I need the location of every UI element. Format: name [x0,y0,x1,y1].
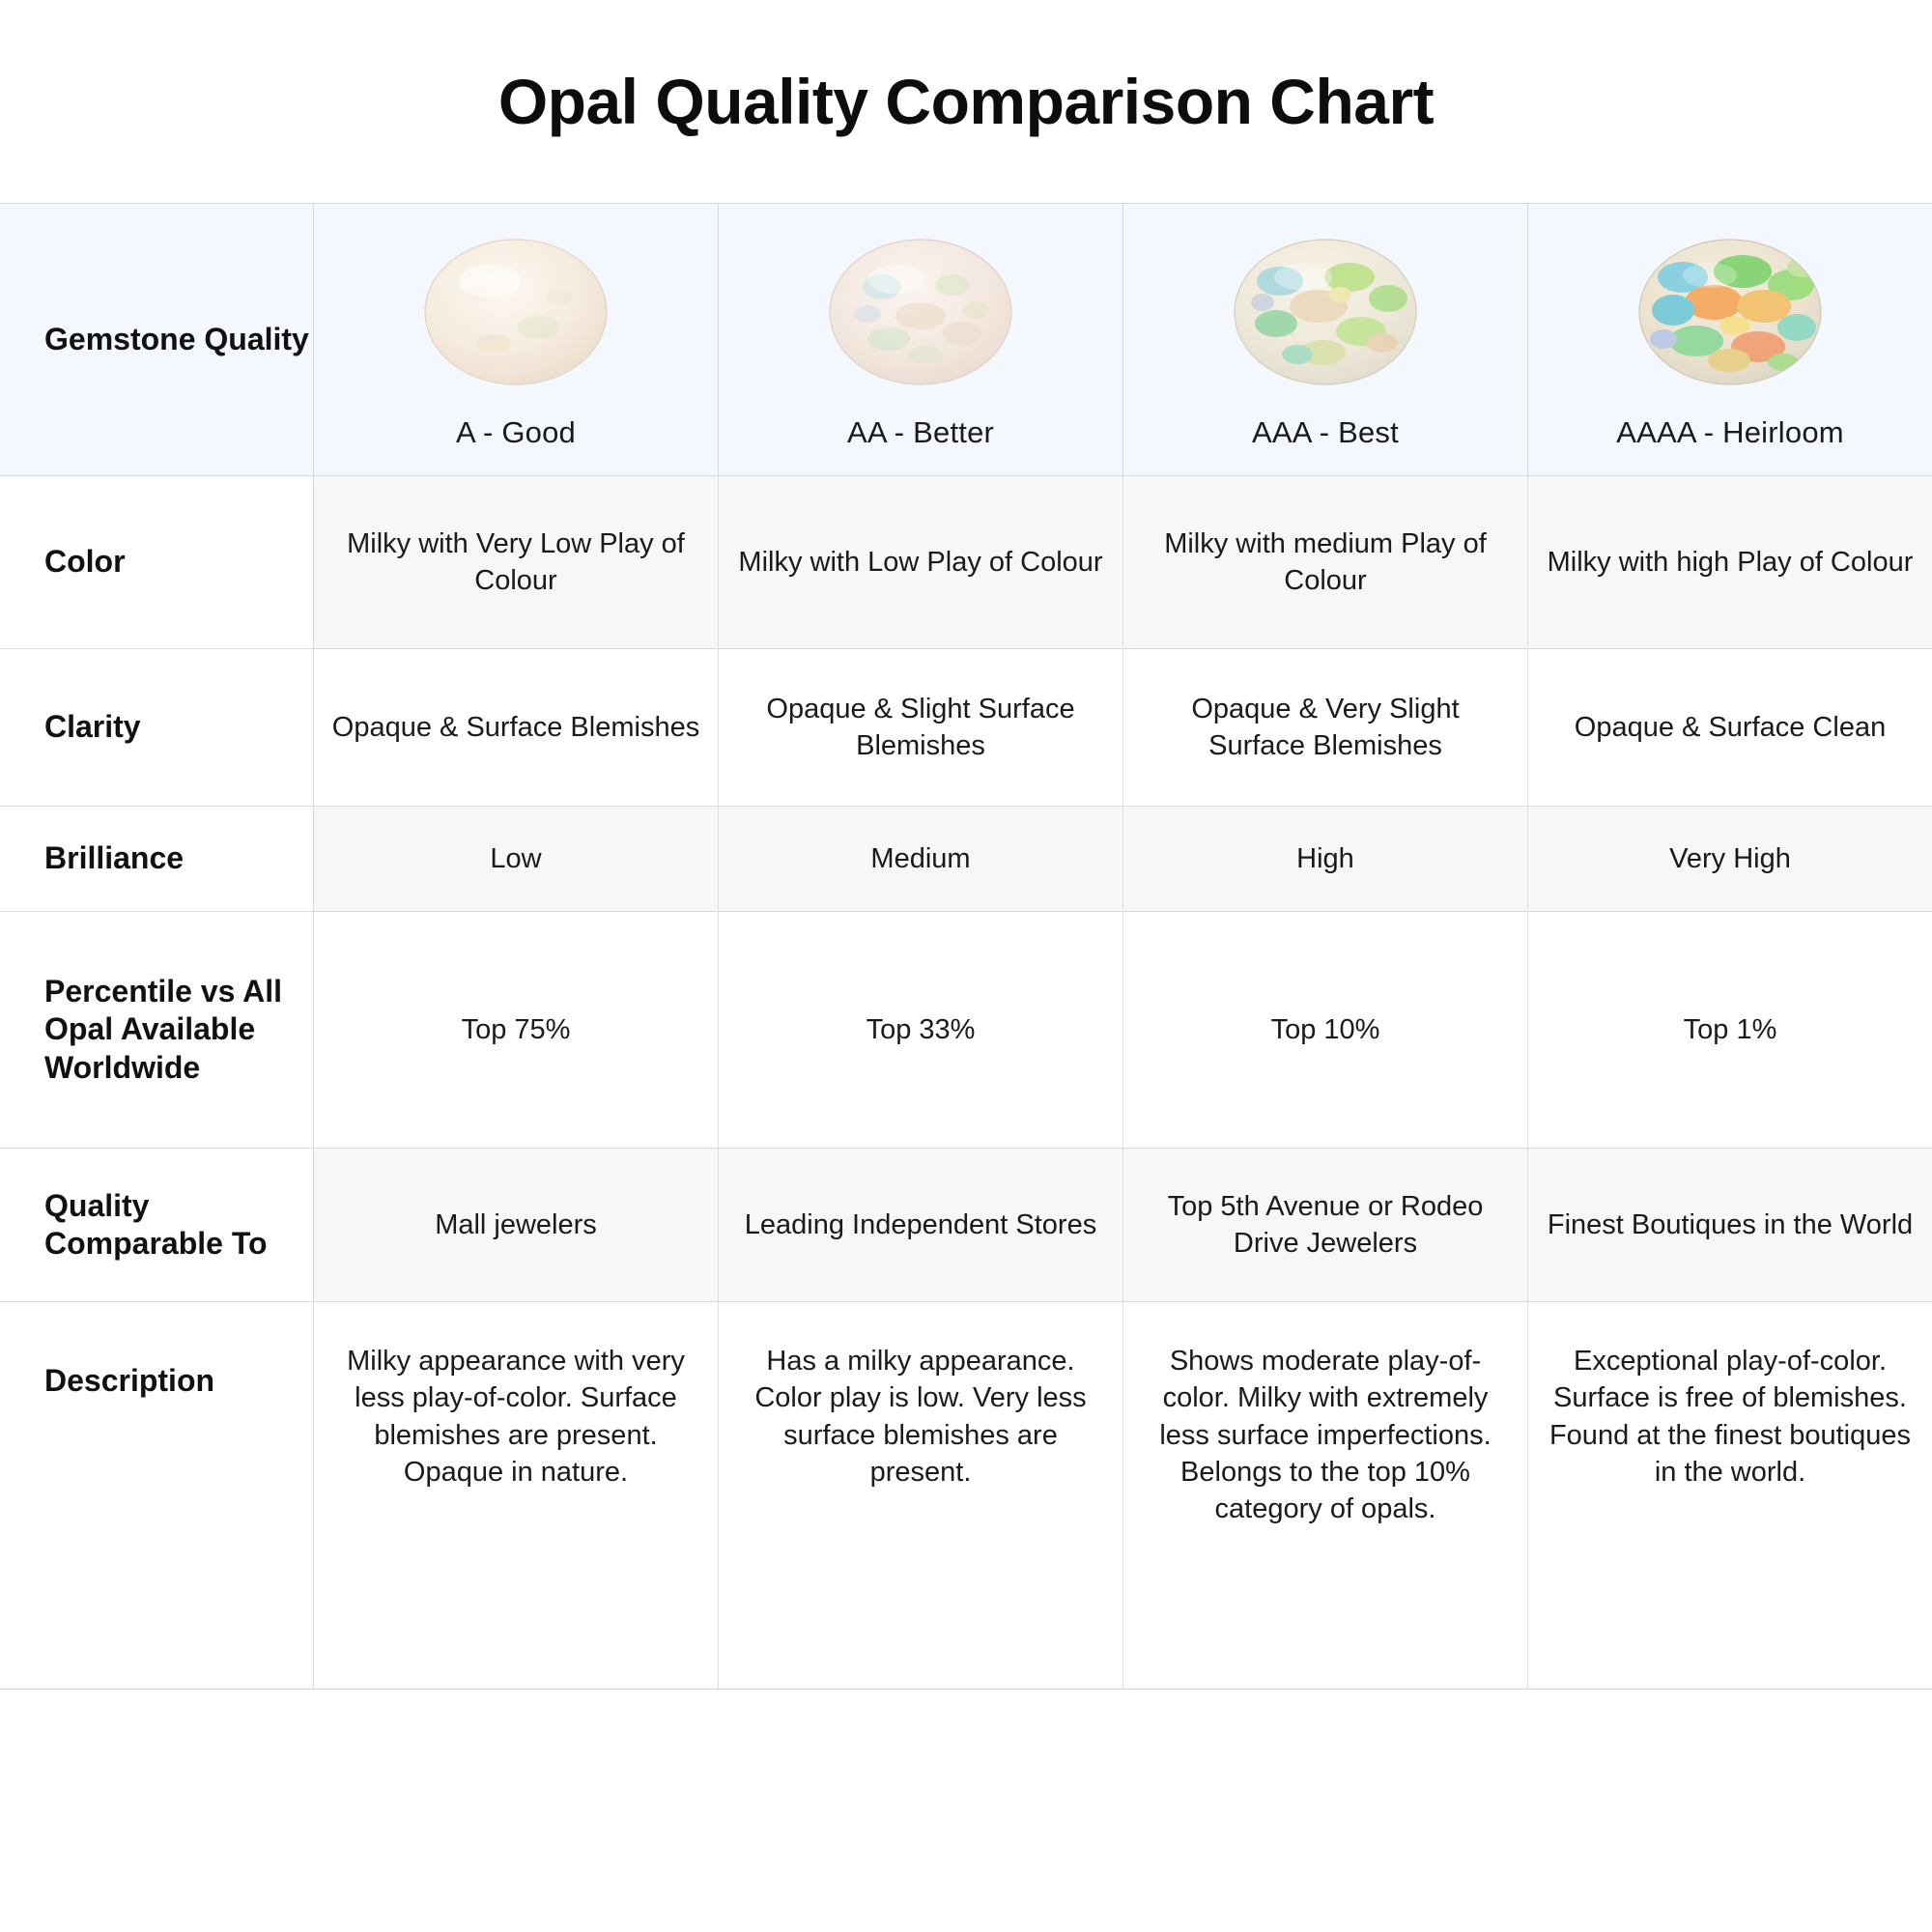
color-cell-aaa: Milky with medium Play of Colour [1123,476,1528,649]
percentile-cell-a: Top 75% [314,912,719,1149]
opal-gem-aaaa-svg [1638,239,1822,385]
opal-gem-aaa-svg [1234,239,1417,385]
grade-label-aa: AA - Better [846,415,995,449]
comparable-cell-aaa: Top 5th Avenue or Rodeo Drive Jewelers [1123,1149,1528,1302]
color-cell-aaaa: Milky with high Play of Colour [1528,476,1932,649]
brilliance-cell-a: Low [314,807,719,912]
percentile-cell-aa: Top 33% [719,912,1123,1149]
gemstone-cell-a: A - Good [314,204,719,476]
grade-label-aaa: AAA - Best [1252,415,1399,449]
clarity-cell-aaa: Opaque & Very Slight Surface Blemishes [1123,649,1528,807]
comparable-cell-aa: Leading Independent Stores [719,1149,1123,1302]
opal-gem-aa-icon [732,231,1109,393]
clarity-cell-aaaa: Opaque & Surface Clean [1528,649,1932,807]
brilliance-cell-aaa: High [1123,807,1528,912]
row-label-clarity: Clarity [0,649,314,807]
row-label-color: Color [0,476,314,649]
grade-label-aaaa: AAAA - Heirloom [1616,415,1844,449]
opal-gem-a-svg [424,239,608,385]
title-area: Opal Quality Comparison Chart [0,0,1932,203]
percentile-cell-aaa: Top 10% [1123,912,1528,1149]
brilliance-cell-aaaa: Very High [1528,807,1932,912]
gemstone-cell-aa: AA - Better [719,204,1123,476]
description-cell-aaa: Shows moderate play-of-color. Milky with… [1123,1302,1528,1690]
description-cell-aa: Has a milky appearance. Color play is lo… [719,1302,1123,1690]
clarity-cell-a: Opaque & Surface Blemishes [314,649,719,807]
table-row-quality-comparable-to: Quality Comparable To Mall jewelers Lead… [0,1149,1932,1303]
page-title: Opal Quality Comparison Chart [497,65,1435,137]
row-label-brilliance: Brilliance [0,807,314,912]
percentile-cell-aaaa: Top 1% [1528,912,1932,1149]
table-row-percentile: Percentile vs All Opal Available Worldwi… [0,912,1932,1150]
color-cell-a: Milky with Very Low Play of Colour [314,476,719,649]
table-row-description: Description Milky appearance with very l… [0,1302,1932,1690]
color-cell-aa: Milky with Low Play of Colour [719,476,1123,649]
table-row-clarity: Clarity Opaque & Surface Blemishes Opaqu… [0,649,1932,808]
table-row-color: Color Milky with Very Low Play of Colour… [0,476,1932,650]
clarity-cell-aa: Opaque & Slight Surface Blemishes [719,649,1123,807]
comparable-cell-a: Mall jewelers [314,1149,719,1302]
row-label-percentile: Percentile vs All Opal Available Worldwi… [0,912,314,1149]
comparison-table: Gemstone Quality [0,203,1932,1690]
row-label-quality-comparable-to: Quality Comparable To [0,1149,314,1302]
description-cell-aaaa: Exceptional play-of-color. Surface is fr… [1528,1302,1932,1690]
brilliance-cell-aa: Medium [719,807,1123,912]
row-label-gemstone-quality: Gemstone Quality [0,204,314,476]
opal-gem-a-icon [327,231,704,393]
table-row-brilliance: Brilliance Low Medium High Very High [0,807,1932,913]
grade-label-a: A - Good [456,415,576,449]
opal-gem-aaaa-icon [1542,231,1918,393]
row-label-description: Description [0,1302,314,1690]
gemstone-cell-aaa: AAA - Best [1123,204,1528,476]
table-row-gemstone-quality: Gemstone Quality [0,204,1932,477]
opal-gem-aaa-icon [1137,231,1514,393]
gemstone-cell-aaaa: AAAA - Heirloom [1528,204,1932,475]
opal-gem-aa-svg [829,239,1012,385]
description-cell-a: Milky appearance with very less play-of-… [314,1302,719,1690]
comparable-cell-aaaa: Finest Boutiques in the World [1528,1149,1932,1302]
